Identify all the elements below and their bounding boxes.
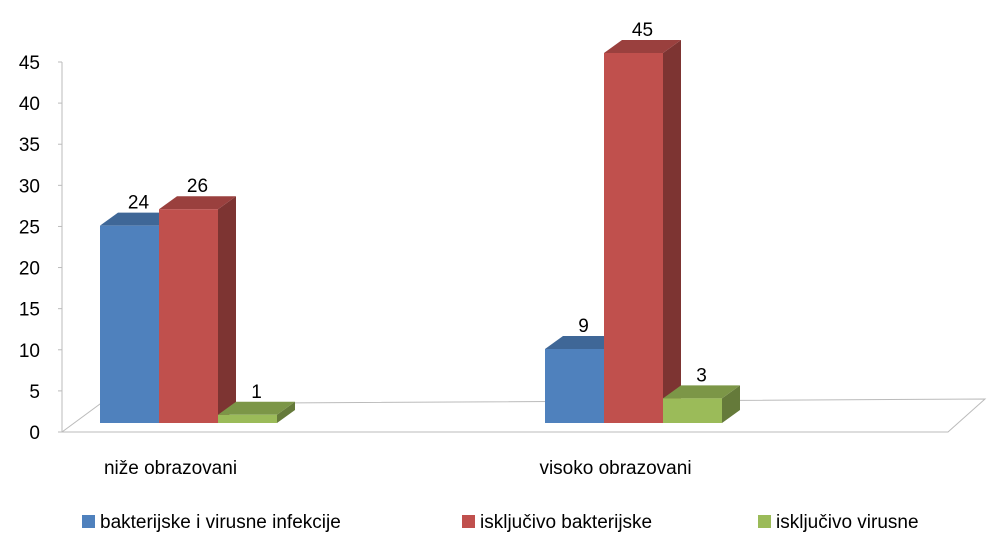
bar bbox=[604, 53, 663, 423]
bar bbox=[100, 225, 159, 423]
bar-top bbox=[545, 336, 622, 349]
bar bbox=[545, 349, 604, 423]
floor bbox=[60, 398, 987, 433]
legend-label: bakterijske i virusne infekcije bbox=[100, 512, 341, 533]
y-tick-label: 30 bbox=[19, 176, 40, 197]
data-label: 24 bbox=[128, 193, 150, 214]
y-tick-label: 10 bbox=[19, 341, 40, 362]
x-tick-label: visoko obrazovani bbox=[539, 458, 691, 479]
bar bbox=[218, 414, 277, 423]
bar-side bbox=[218, 196, 236, 423]
x-tick-label: niže obrazovani bbox=[104, 458, 237, 479]
legend-swatch bbox=[462, 515, 475, 528]
bar-top bbox=[159, 196, 236, 210]
y-tick-label: 0 bbox=[29, 423, 40, 444]
bar-side bbox=[277, 401, 295, 423]
data-label: 45 bbox=[632, 20, 653, 41]
bar bbox=[663, 398, 722, 423]
data-label: 26 bbox=[187, 176, 208, 197]
bar-side bbox=[663, 40, 681, 423]
y-tick-label: 15 bbox=[19, 300, 40, 321]
legend-label: isključivo bakterijske bbox=[480, 512, 652, 533]
y-tick-label: 20 bbox=[19, 259, 40, 280]
bar-top bbox=[218, 401, 295, 415]
y-tick-label: 40 bbox=[19, 94, 40, 115]
bar-side bbox=[722, 385, 740, 423]
bar-top bbox=[663, 385, 740, 399]
y-tick-label: 5 bbox=[29, 382, 40, 403]
bar-top bbox=[100, 212, 177, 226]
legend-swatch bbox=[82, 515, 95, 528]
data-label: 1 bbox=[251, 382, 262, 403]
data-label: 3 bbox=[696, 365, 707, 386]
bar-top bbox=[604, 40, 681, 53]
y-tick-label: 35 bbox=[19, 135, 40, 156]
bar bbox=[159, 209, 218, 423]
y-tick-label: 45 bbox=[19, 53, 40, 74]
data-label: 9 bbox=[578, 316, 589, 337]
y-tick-label: 25 bbox=[19, 217, 40, 238]
legend-swatch bbox=[758, 515, 771, 528]
legend-label: isključivo virusne bbox=[776, 512, 919, 533]
